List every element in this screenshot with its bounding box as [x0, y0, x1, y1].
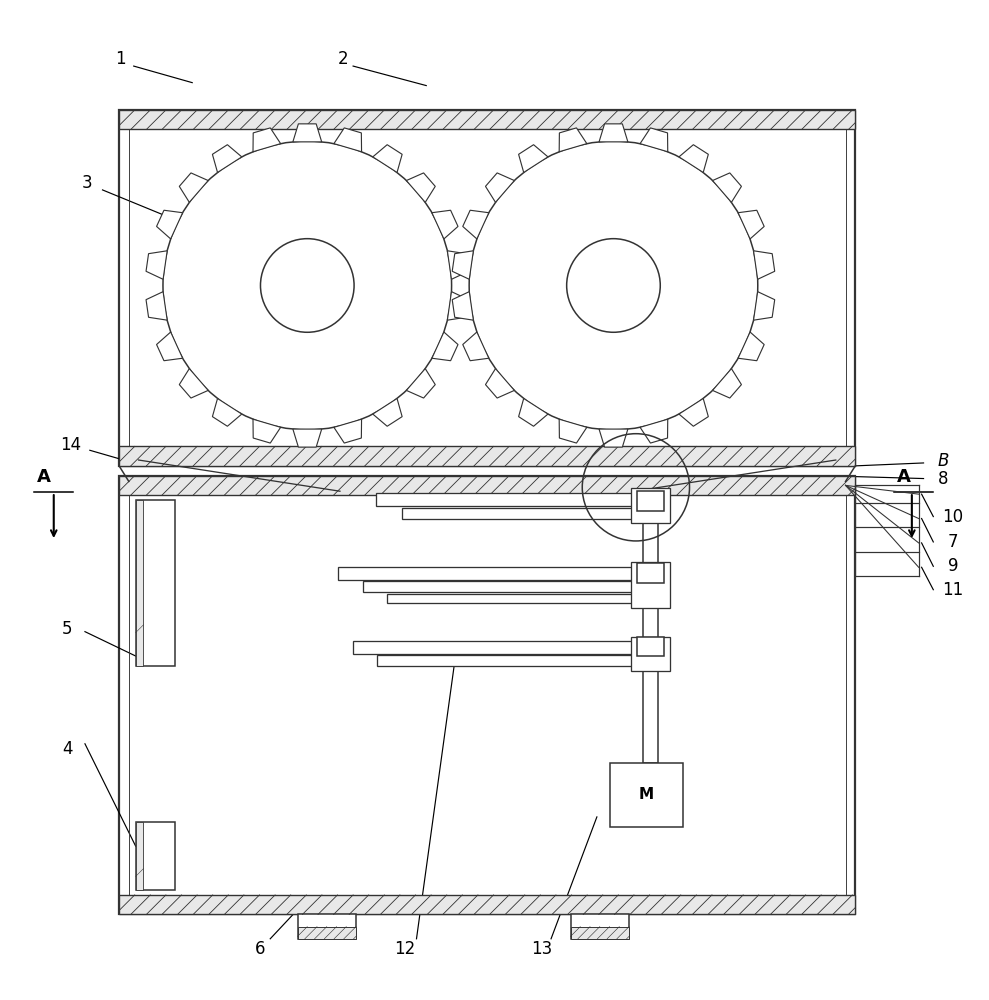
Polygon shape [463, 210, 489, 239]
Polygon shape [334, 128, 362, 152]
Bar [637, 637, 665, 656]
Polygon shape [373, 145, 403, 172]
Bar [129, 495, 846, 895]
Text: 14: 14 [59, 436, 81, 454]
Polygon shape [156, 210, 183, 239]
Bar [609, 763, 682, 827]
Circle shape [469, 141, 758, 430]
Text: 5: 5 [62, 620, 72, 638]
Bar [643, 497, 659, 763]
Text: 3: 3 [81, 174, 92, 192]
Bar [135, 822, 143, 890]
Polygon shape [432, 332, 458, 361]
Polygon shape [156, 332, 183, 361]
Polygon shape [599, 429, 628, 447]
Text: 9: 9 [947, 557, 958, 575]
Circle shape [567, 239, 661, 332]
Polygon shape [179, 369, 209, 398]
Polygon shape [447, 292, 469, 320]
Polygon shape [293, 429, 321, 447]
Text: 11: 11 [943, 581, 963, 599]
Polygon shape [452, 251, 474, 279]
Polygon shape [754, 292, 774, 320]
Text: B: B [938, 452, 948, 470]
Bar [631, 637, 670, 671]
Polygon shape [518, 398, 548, 426]
Polygon shape [213, 398, 241, 426]
Bar [571, 914, 629, 939]
Text: 1: 1 [115, 50, 126, 68]
Bar [119, 895, 855, 914]
Bar [402, 508, 646, 519]
Polygon shape [432, 210, 458, 239]
Polygon shape [754, 251, 774, 279]
Bar [135, 500, 175, 666]
Polygon shape [712, 173, 742, 202]
Bar [129, 129, 846, 446]
Bar [388, 594, 646, 603]
Polygon shape [679, 398, 708, 426]
Text: 8: 8 [938, 470, 948, 488]
Text: M: M [639, 787, 654, 802]
Polygon shape [712, 369, 742, 398]
Polygon shape [463, 332, 489, 361]
Bar [353, 641, 646, 654]
Bar [631, 488, 670, 523]
Bar [571, 927, 629, 939]
Polygon shape [334, 419, 362, 443]
Text: 7: 7 [947, 533, 958, 551]
Polygon shape [679, 145, 708, 172]
Text: 6: 6 [255, 940, 266, 958]
Bar [135, 822, 175, 890]
Polygon shape [599, 124, 628, 142]
Polygon shape [447, 251, 469, 279]
Bar [637, 491, 665, 511]
Polygon shape [253, 128, 281, 152]
Text: A: A [37, 468, 51, 486]
Polygon shape [146, 251, 167, 279]
Bar [119, 110, 855, 466]
Circle shape [163, 141, 452, 430]
Polygon shape [640, 128, 668, 152]
Polygon shape [518, 145, 548, 172]
Polygon shape [253, 419, 281, 443]
Text: 10: 10 [943, 508, 963, 526]
Bar [119, 476, 855, 495]
Polygon shape [559, 419, 586, 443]
Text: 12: 12 [395, 940, 415, 958]
Polygon shape [640, 419, 668, 443]
Bar [378, 655, 646, 666]
Text: A: A [897, 468, 911, 486]
Polygon shape [738, 332, 764, 361]
Polygon shape [559, 128, 586, 152]
Bar [119, 446, 855, 466]
Bar [637, 563, 665, 583]
Polygon shape [406, 173, 435, 202]
Bar [338, 567, 646, 580]
Polygon shape [373, 398, 403, 426]
Bar [631, 562, 670, 608]
Bar [363, 581, 646, 592]
Polygon shape [213, 145, 241, 172]
Bar [376, 493, 646, 506]
Bar [119, 476, 855, 914]
Polygon shape [406, 369, 435, 398]
Bar [119, 110, 855, 129]
Text: 13: 13 [531, 940, 552, 958]
Polygon shape [146, 292, 167, 320]
Text: 2: 2 [338, 50, 349, 68]
Polygon shape [738, 210, 764, 239]
Bar [298, 914, 356, 939]
Polygon shape [486, 173, 514, 202]
Polygon shape [293, 124, 321, 142]
Polygon shape [179, 173, 209, 202]
Polygon shape [452, 292, 474, 320]
Text: 4: 4 [62, 740, 72, 758]
Bar [135, 500, 143, 666]
Bar [298, 927, 356, 939]
Polygon shape [486, 369, 514, 398]
Circle shape [260, 239, 354, 332]
